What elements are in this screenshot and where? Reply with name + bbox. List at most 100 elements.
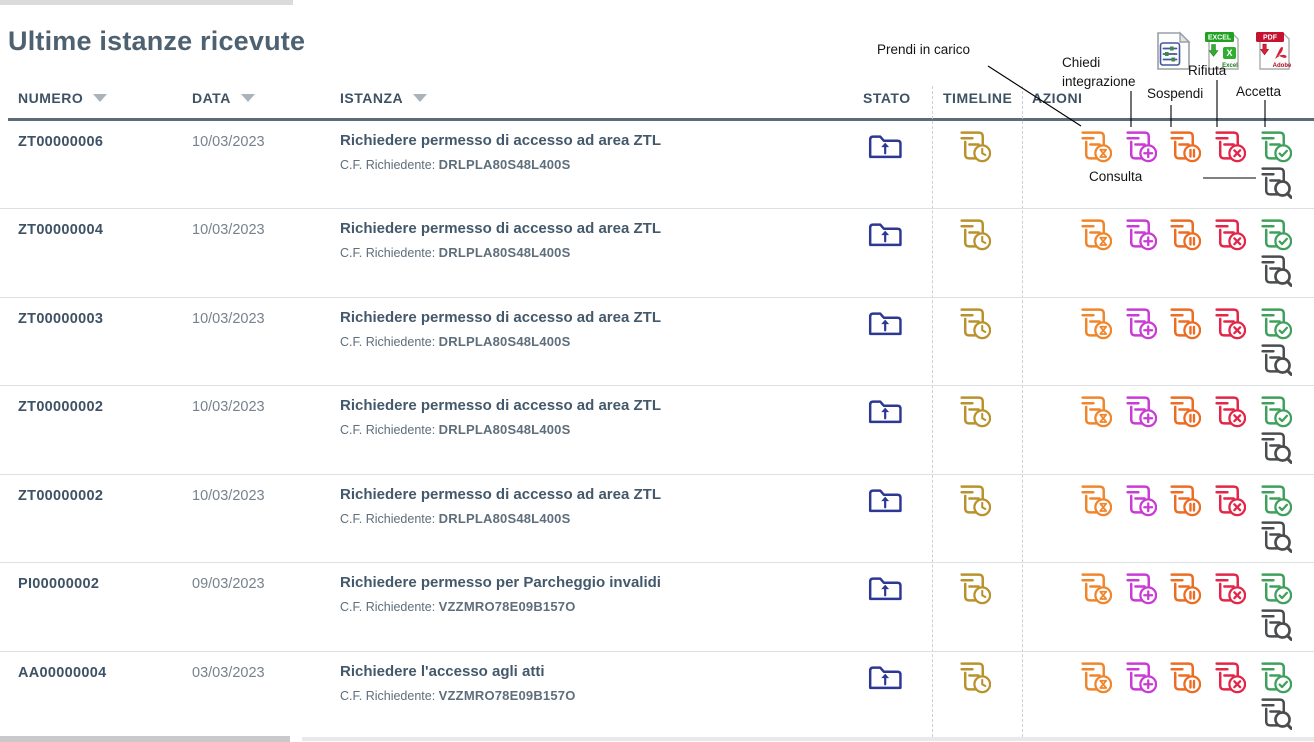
timeline-document-clock-icon[interactable] (958, 304, 991, 340)
action-rifiuta-icon[interactable] (1213, 304, 1246, 340)
action-accetta-icon[interactable] (1259, 127, 1292, 163)
tooltip-consulta: Consulta (1089, 169, 1143, 184)
action-prendi-in-carico-icon[interactable] (1079, 392, 1112, 428)
table-row: PI00000002 09/03/2023 Richiedere permess… (0, 562, 1314, 652)
data-cell: 10/03/2023 (192, 222, 265, 238)
timeline-document-clock-icon[interactable] (958, 658, 991, 694)
action-consulta-icon[interactable] (1259, 340, 1292, 378)
action-prendi-in-carico-icon[interactable] (1079, 658, 1112, 694)
action-sospendi-icon[interactable] (1168, 569, 1201, 605)
numero-cell: PI00000002 (18, 576, 100, 592)
action-chiedi-integrazione-icon[interactable] (1124, 304, 1157, 340)
action-sospendi-icon[interactable] (1168, 215, 1201, 251)
folder-upload-icon (868, 665, 902, 689)
sort-icon[interactable] (93, 94, 108, 102)
action-chiedi-integrazione-icon[interactable] (1124, 569, 1157, 605)
timeline-document-clock-icon[interactable] (958, 481, 991, 517)
data-cell: 10/03/2023 (192, 133, 265, 150)
action-rifiuta-icon[interactable] (1213, 127, 1246, 163)
svg-text:PDF: PDF (1263, 35, 1278, 42)
horizontal-scrollbar-track[interactable] (302, 737, 1314, 741)
action-prendi-in-carico-icon[interactable] (1079, 481, 1112, 517)
column-header-data[interactable]: DATA (192, 90, 255, 106)
action-consulta-icon[interactable] (1259, 163, 1292, 201)
timeline-document-clock-icon[interactable] (958, 392, 991, 428)
action-consulta-icon[interactable] (1259, 251, 1292, 289)
column-header-stato: STATO (863, 90, 911, 106)
column-header-istanza[interactable]: ISTANZA (340, 90, 428, 106)
numero-cell: ZT00000003 (18, 310, 104, 327)
action-rifiuta-icon[interactable] (1213, 392, 1246, 428)
timeline-document-clock-icon[interactable] (958, 127, 991, 163)
column-label: NUMERO (18, 90, 84, 106)
export-data-icon[interactable] (1156, 31, 1191, 71)
timeline-document-clock-icon[interactable] (958, 215, 991, 251)
folder-upload-icon (868, 400, 902, 424)
page-title: Ultime istanze ricevute (8, 26, 306, 56)
table-row: ZT00000006 10/03/2023 Richiedere permess… (0, 120, 1314, 209)
action-accetta-icon[interactable] (1259, 215, 1292, 251)
svg-text:EXCEL: EXCEL (1208, 35, 1232, 42)
column-separator (1022, 86, 1023, 737)
numero-cell: ZT00000002 (18, 399, 104, 415)
numero-cell: ZT00000004 (18, 222, 104, 238)
action-chiedi-integrazione-icon[interactable] (1124, 215, 1157, 251)
action-sospendi-icon[interactable] (1168, 304, 1201, 340)
action-prendi-in-carico-icon[interactable] (1079, 215, 1112, 251)
cf-richiedente: C.F. Richiedente: DRLPLA80S48L400S (340, 333, 571, 349)
istanza-title: Richiedere permesso di accesso ad area Z… (340, 308, 661, 326)
timeline-document-clock-icon[interactable] (958, 569, 991, 605)
header-divider (8, 118, 1314, 121)
column-header-timeline: TIMELINE (943, 90, 1013, 106)
action-consulta-icon[interactable] (1259, 517, 1292, 555)
istanza-title: Richiedere permesso di accesso ad area Z… (340, 220, 661, 237)
data-cell: 10/03/2023 (192, 399, 265, 415)
action-rifiuta-icon[interactable] (1213, 215, 1246, 251)
action-sospendi-icon[interactable] (1168, 127, 1201, 163)
istanza-title: Richiedere permesso di accesso ad area Z… (340, 485, 661, 503)
tooltip-prendi-in-carico: Prendi in carico (877, 42, 971, 57)
svg-text:Adobe: Adobe (1273, 63, 1292, 69)
cf-richiedente: C.F. Richiedente: DRLPLA80S48L400S (340, 510, 571, 526)
sort-icon[interactable] (240, 94, 255, 102)
column-label: DATA (192, 90, 231, 106)
action-rifiuta-icon[interactable] (1213, 569, 1246, 605)
action-sospendi-icon[interactable] (1168, 658, 1201, 694)
data-cell: 03/03/2023 (192, 664, 265, 681)
cf-richiedente: C.F. Richiedente: DRLPLA80S48L400S (340, 156, 571, 172)
action-accetta-icon[interactable] (1259, 392, 1292, 428)
export-pdf-icon[interactable]: PDF Adobe (1253, 29, 1295, 73)
action-chiedi-integrazione-icon[interactable] (1124, 658, 1157, 694)
column-header-numero[interactable]: NUMERO (18, 90, 108, 106)
action-prendi-in-carico-icon[interactable] (1079, 304, 1112, 340)
numero-cell: ZT00000002 (18, 487, 104, 504)
action-prendi-in-carico-icon[interactable] (1079, 569, 1112, 605)
action-rifiuta-icon[interactable] (1213, 481, 1246, 517)
folder-upload-icon (868, 223, 902, 247)
action-accetta-icon[interactable] (1259, 658, 1292, 694)
istanza-title: Richiedere permesso di accesso ad area Z… (340, 397, 661, 414)
action-sospendi-icon[interactable] (1168, 392, 1201, 428)
numero-cell: AA00000004 (18, 664, 107, 681)
action-chiedi-integrazione-icon[interactable] (1124, 127, 1157, 163)
sort-icon[interactable] (413, 94, 428, 102)
action-accetta-icon[interactable] (1259, 481, 1292, 517)
horizontal-scrollbar-thumb[interactable] (0, 736, 290, 742)
action-accetta-icon[interactable] (1259, 569, 1292, 605)
action-accetta-icon[interactable] (1259, 304, 1292, 340)
folder-upload-icon (868, 577, 902, 601)
column-label: ISTANZA (340, 90, 404, 106)
action-chiedi-integrazione-icon[interactable] (1124, 481, 1157, 517)
action-prendi-in-carico-icon[interactable] (1079, 127, 1112, 163)
action-consulta-icon[interactable] (1259, 605, 1292, 643)
cf-richiedente: C.F. Richiedente: VZZMRO78E09B157O (340, 599, 576, 614)
top-scrollbar[interactable] (0, 0, 293, 5)
action-chiedi-integrazione-icon[interactable] (1124, 392, 1157, 428)
action-consulta-icon[interactable] (1259, 428, 1292, 466)
action-sospendi-icon[interactable] (1168, 481, 1201, 517)
table-row: AA00000004 03/03/2023 Richiedere l'acces… (0, 651, 1314, 740)
export-excel-icon[interactable]: EXCEL X Excel (1203, 29, 1243, 73)
action-consulta-icon[interactable] (1259, 694, 1292, 732)
action-rifiuta-icon[interactable] (1213, 658, 1246, 694)
